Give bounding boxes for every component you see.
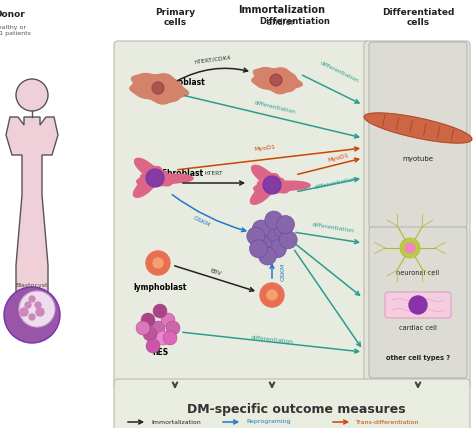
Circle shape [35,302,41,308]
Circle shape [161,313,175,327]
Text: cardiac cell: cardiac cell [399,325,437,331]
Text: Immortalization: Immortalization [151,419,201,425]
Circle shape [249,240,267,258]
FancyBboxPatch shape [385,292,451,318]
FancyBboxPatch shape [369,227,467,378]
Text: myotube: myotube [402,156,434,162]
Text: Blastocyst: Blastocyst [16,283,48,288]
Polygon shape [252,68,302,94]
Circle shape [36,308,44,316]
Polygon shape [6,117,58,315]
FancyBboxPatch shape [114,379,470,428]
Text: and/or: and/or [267,17,297,26]
Circle shape [136,321,150,335]
Text: hES: hES [152,348,168,357]
Circle shape [274,220,292,238]
Text: MyoD1: MyoD1 [327,153,349,163]
Circle shape [270,74,282,86]
Text: differentiation: differentiation [254,100,296,114]
Circle shape [268,240,286,258]
Text: iPSC: iPSC [262,221,282,230]
FancyBboxPatch shape [369,42,467,228]
Text: EBV: EBV [209,268,221,276]
Text: other cell types ?: other cell types ? [386,355,450,361]
Text: OSKM: OSKM [192,216,211,228]
Circle shape [19,291,55,327]
Circle shape [163,331,177,345]
Circle shape [146,251,170,275]
Text: Differentiated
cells: Differentiated cells [382,8,454,27]
Polygon shape [364,113,472,143]
Circle shape [263,176,281,194]
Text: differentiation: differentiation [313,176,356,190]
Text: OSKM: OSKM [281,263,285,281]
Circle shape [29,314,35,320]
Circle shape [146,169,164,187]
Circle shape [400,238,420,258]
Text: differentiation: differentiation [311,222,355,234]
Circle shape [4,287,60,343]
Polygon shape [130,74,189,104]
Text: myoblast: myoblast [165,77,205,86]
Circle shape [260,283,284,307]
FancyBboxPatch shape [114,41,370,389]
Circle shape [29,296,35,302]
Circle shape [247,227,265,245]
Circle shape [267,290,277,300]
Text: differentiation: differentiation [250,335,293,345]
Circle shape [141,313,155,327]
Circle shape [156,331,170,345]
Circle shape [153,258,163,268]
Circle shape [152,82,164,94]
Circle shape [16,79,48,111]
Circle shape [153,304,167,318]
Text: MyoD1: MyoD1 [254,144,276,152]
Circle shape [143,327,157,341]
Circle shape [258,247,276,265]
Circle shape [166,321,180,335]
Circle shape [263,229,281,247]
Circle shape [279,231,297,249]
Text: fibroblast: fibroblast [162,169,204,178]
Circle shape [25,302,31,308]
Text: DM-specific outcome measures: DM-specific outcome measures [187,404,405,416]
Circle shape [409,296,427,314]
Text: Donor: Donor [0,10,26,19]
Text: Reprograming: Reprograming [246,419,291,425]
Text: differentiation: differentiation [319,60,360,84]
Polygon shape [133,158,193,197]
Text: lymphoblast: lymphoblast [133,283,187,292]
Text: hTERT/CDK4: hTERT/CDK4 [194,55,232,65]
FancyBboxPatch shape [364,41,470,389]
Text: Primary
cells: Primary cells [155,8,195,27]
Text: Differentiation: Differentiation [260,17,330,26]
Circle shape [20,308,28,316]
Circle shape [254,236,272,254]
Text: Healthy or
DM1 patients: Healthy or DM1 patients [0,25,31,36]
Text: neuronal cell: neuronal cell [396,270,439,276]
Circle shape [405,243,415,253]
Circle shape [252,220,270,238]
Circle shape [146,339,160,353]
Polygon shape [250,165,310,204]
Text: Immortalization: Immortalization [238,5,326,15]
Text: hTERT: hTERT [205,170,223,175]
Text: Trans-differentiation: Trans-differentiation [356,419,419,425]
Circle shape [151,321,165,335]
Circle shape [265,211,283,229]
Circle shape [276,216,294,234]
